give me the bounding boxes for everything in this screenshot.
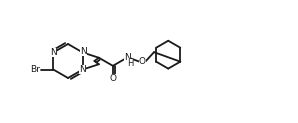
Text: H: H <box>127 59 133 68</box>
Text: Br: Br <box>30 65 40 74</box>
Text: N: N <box>79 65 86 74</box>
Text: O: O <box>109 74 117 83</box>
Text: N: N <box>50 48 57 57</box>
Text: N: N <box>124 53 131 62</box>
Text: N: N <box>80 47 87 56</box>
Text: O: O <box>139 57 146 66</box>
